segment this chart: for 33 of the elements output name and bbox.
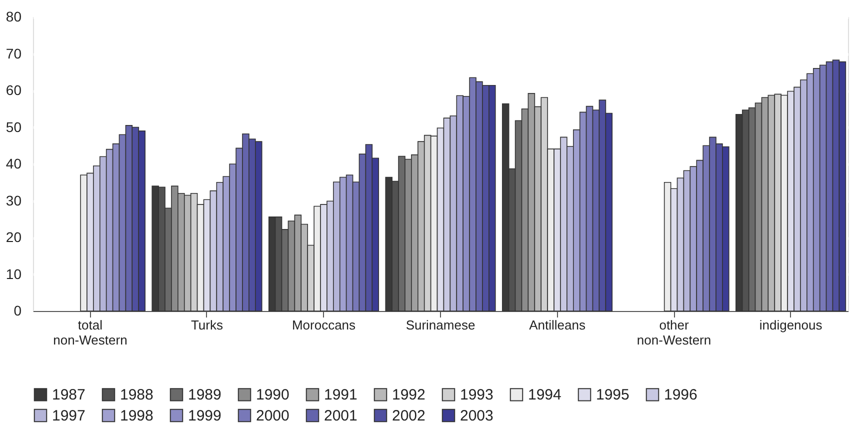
legend-label: 1994	[528, 386, 562, 404]
legend-label: 1990	[256, 386, 290, 404]
legend-label: 2000	[256, 408, 290, 424]
legend-label: 1991	[324, 386, 358, 404]
legend-label: 1997	[52, 408, 86, 424]
y-tick-label: 60	[6, 82, 22, 98]
legend-label: 1988	[120, 386, 154, 404]
y-tick-label: 20	[6, 229, 22, 245]
legend-label: 2003	[460, 408, 494, 424]
x-tick-label: total non-Western	[53, 318, 128, 348]
legend-label: 1995	[596, 386, 630, 404]
x-tick-label: indigenous	[759, 318, 823, 332]
y-tick-label: 50	[6, 118, 22, 135]
legend-label: 1998	[120, 408, 154, 424]
legend-label: 2001	[324, 408, 358, 424]
legend-label: 1993	[460, 386, 494, 404]
legend-label: 1992	[392, 386, 426, 404]
y-tick-label: 30	[6, 192, 22, 208]
y-tick-label: 10	[6, 266, 22, 282]
legend-label: 1989	[188, 386, 222, 404]
x-tick-label: other non-Western	[636, 318, 712, 348]
y-tick-label: 0	[14, 302, 22, 318]
x-tick-label: Antilleans	[529, 318, 586, 332]
x-tick-label: Moroccans	[292, 318, 356, 332]
legend-label: 1987	[52, 386, 86, 404]
x-tick-label: Surinamese	[406, 318, 476, 332]
legend-label: 1999	[188, 408, 222, 424]
y-tick-label: 80	[6, 8, 22, 24]
x-tick-label: Turks	[190, 318, 224, 332]
y-tick-label: 70	[6, 45, 22, 62]
y-tick-label: 40	[6, 156, 22, 172]
legend-label: 1996	[664, 386, 698, 404]
legend-label: 2002	[392, 408, 426, 424]
